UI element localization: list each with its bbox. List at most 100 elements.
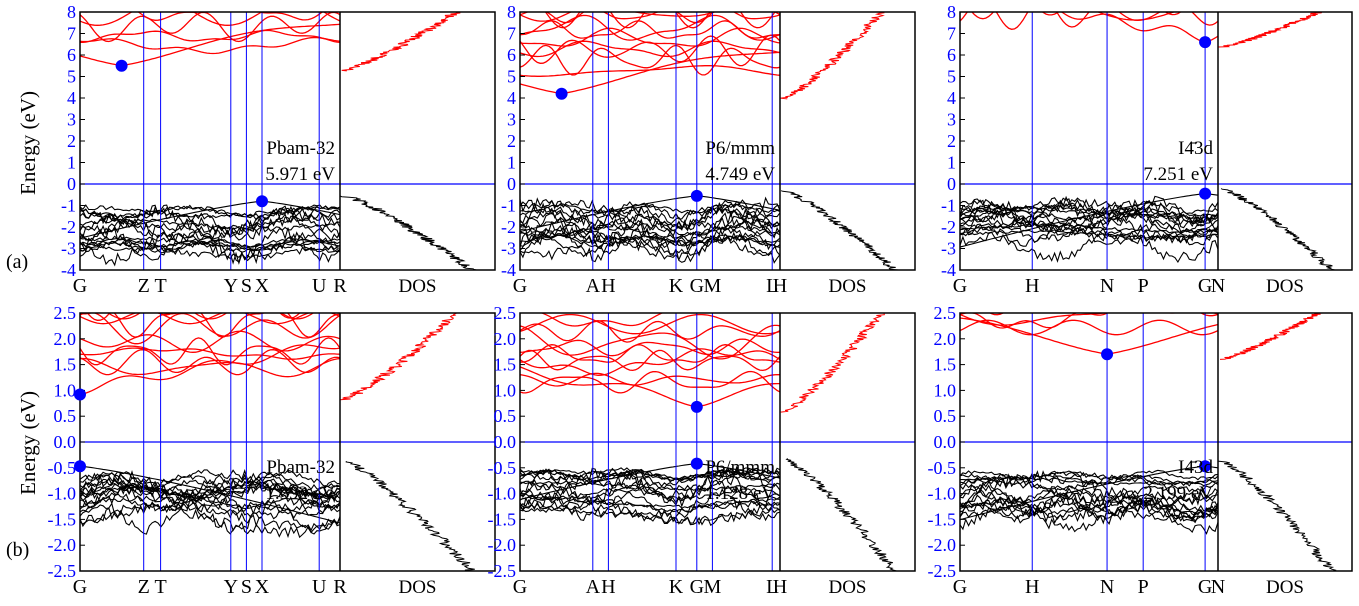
panel-6: G H N P GN-2.5-2.0-1.5-1.0-0.50.00.51.01.52.… <box>928 259 1353 598</box>
valence-band-line <box>960 471 1219 487</box>
y-tick-label: 5 <box>507 67 516 87</box>
y-tick-label: -1.5 <box>488 509 517 529</box>
y-tick-label: -2.5 <box>488 561 517 581</box>
bands <box>960 259 1337 571</box>
y-tick-label: -0.5 <box>928 458 957 478</box>
valence-band-line <box>960 207 1219 233</box>
kpoint-label: M <box>704 576 722 598</box>
kpoint-label: G <box>690 275 704 297</box>
conduction-band-line <box>539 313 779 327</box>
valence-band-line <box>80 235 341 249</box>
y-tick-label: -3 <box>501 239 516 259</box>
kpoint-label: M <box>704 275 722 297</box>
y-tick-label: 7 <box>67 24 76 44</box>
y-tick-label: 2.5 <box>494 303 517 323</box>
kpoint-label: G <box>953 275 967 297</box>
kpoint-label: R <box>333 576 347 598</box>
valence-band-line <box>960 207 1219 221</box>
dos-conduction-curve <box>780 313 885 413</box>
y-tick-label: -2.5 <box>48 561 77 581</box>
y-tick-label: 1.5 <box>54 355 77 375</box>
y-tick-label: 4 <box>67 88 76 108</box>
valence-band-line <box>80 499 341 535</box>
valence-band-line <box>960 493 1219 526</box>
y-tick-label: 4 <box>947 88 956 108</box>
y-tick-label: 1.0 <box>494 380 517 400</box>
conduction-band-line <box>520 40 781 58</box>
kpoint-label: H <box>1025 275 1039 297</box>
valence-band-line <box>960 215 1219 244</box>
valence-band-line <box>520 197 781 232</box>
dos-label: DOS <box>828 276 866 297</box>
conduction-band-line <box>960 271 1218 290</box>
conduction-band-line <box>960 292 1218 303</box>
valence-band-line <box>80 474 341 508</box>
dos-valence-curve <box>785 458 897 571</box>
y-tick-label: 5 <box>67 67 76 87</box>
valence-band-line <box>520 499 781 513</box>
kpoint-label: G <box>1198 275 1212 297</box>
conduction-band-line <box>520 370 781 394</box>
conduction-band-line <box>80 344 341 396</box>
kpoint-label: T <box>154 576 166 598</box>
y-tick-label: -2 <box>941 217 956 237</box>
conduction-band-line <box>520 313 781 335</box>
dos-conduction-curve <box>780 12 885 100</box>
dos-label: DOS <box>1266 577 1304 598</box>
conduction-band-line <box>106 313 315 320</box>
conduction-band-line <box>960 259 1218 289</box>
conduction-band-line <box>520 34 781 67</box>
valence-band-line <box>960 202 1219 224</box>
valence-band-line <box>960 223 1219 247</box>
conduction-band-line <box>520 12 781 24</box>
y-tick-label: -4 <box>941 260 956 280</box>
y-tick-label: -2.0 <box>48 535 77 555</box>
y-tick-label: -0.5 <box>488 458 517 478</box>
y-tick-label: 1.5 <box>934 355 957 375</box>
y-tick-label: 2.5 <box>54 303 77 323</box>
dos-valence-curve <box>1220 188 1336 270</box>
y-tick-label: 0.5 <box>54 406 77 426</box>
dos-conduction-curve <box>341 12 462 72</box>
y-tick-label: 6 <box>67 45 76 65</box>
valence-band-line <box>80 470 341 504</box>
kpoint-label: G <box>73 576 87 598</box>
kpoint-label: Z <box>138 576 150 598</box>
y-tick-label: 0 <box>507 174 516 194</box>
valence-band-line <box>80 236 341 248</box>
y-tick-label: -3 <box>941 239 956 259</box>
gap-label: 7.251 eV <box>1143 164 1213 185</box>
y-tick-label: -2.0 <box>488 535 517 555</box>
valence-band-line <box>960 470 1219 507</box>
valence-band-line <box>520 199 781 220</box>
kpoint-label: T <box>154 275 166 297</box>
panel-5: G A H K G M LH-2.5-2.0-1.5-1.0-0.50.00.51.01.5… <box>488 303 916 598</box>
conduction-band-line <box>80 12 341 43</box>
conduction-band-line <box>80 12 341 26</box>
y-tick-label: -1.5 <box>928 509 957 529</box>
valence-band-line <box>520 468 781 484</box>
conduction-band-line <box>80 12 340 13</box>
phase-label: P6/mmm <box>705 457 775 478</box>
bands <box>960 12 1336 270</box>
y-tick-label: 2 <box>507 131 516 151</box>
kpoint-label: X <box>255 576 270 598</box>
valence-band-line <box>520 216 781 252</box>
row-label-b: (b) <box>6 539 29 561</box>
cbm-marker <box>690 400 703 413</box>
dos-label: DOS <box>828 577 866 598</box>
conduction-band-line <box>80 29 341 44</box>
kpoint-label: U <box>312 275 327 297</box>
cbm-marker <box>115 59 128 72</box>
valence-band-line <box>520 467 781 490</box>
y-tick-label: 1.0 <box>934 380 957 400</box>
y-tick-label: 7 <box>947 24 956 44</box>
y-tick-label: 8 <box>507 2 516 22</box>
conduction-band-line <box>960 319 1219 336</box>
valence-band-line <box>80 492 341 520</box>
vbm-marker <box>256 195 268 208</box>
dos-label: DOS <box>398 577 436 598</box>
y-tick-label: 0.5 <box>934 406 957 426</box>
